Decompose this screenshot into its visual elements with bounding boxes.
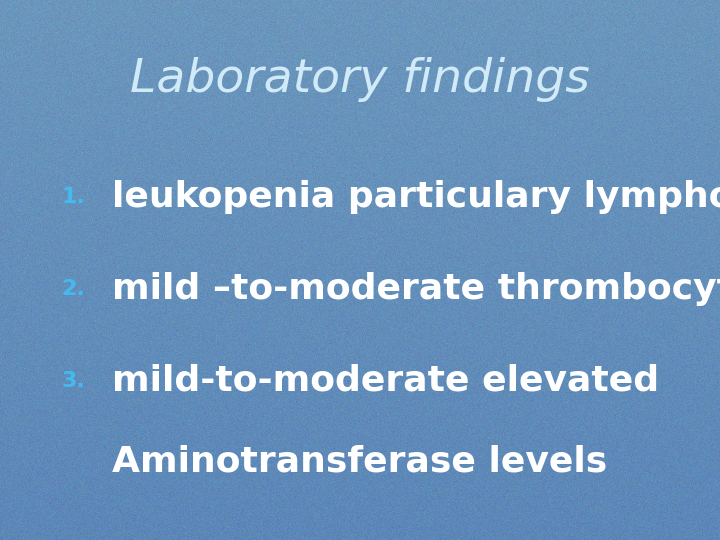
- Text: 2.: 2.: [61, 279, 85, 299]
- Text: Aminotransferase levels: Aminotransferase levels: [112, 445, 607, 478]
- Text: leukopenia particulary lymphopenia: leukopenia particulary lymphopenia: [112, 180, 720, 214]
- Text: 3.: 3.: [61, 370, 85, 391]
- Text: mild –to-moderate thrombocytopenia: mild –to-moderate thrombocytopenia: [112, 272, 720, 306]
- Text: Laboratory findings: Laboratory findings: [130, 57, 590, 102]
- Text: mild-to-moderate elevated: mild-to-moderate elevated: [112, 364, 659, 397]
- Text: 1.: 1.: [61, 187, 85, 207]
